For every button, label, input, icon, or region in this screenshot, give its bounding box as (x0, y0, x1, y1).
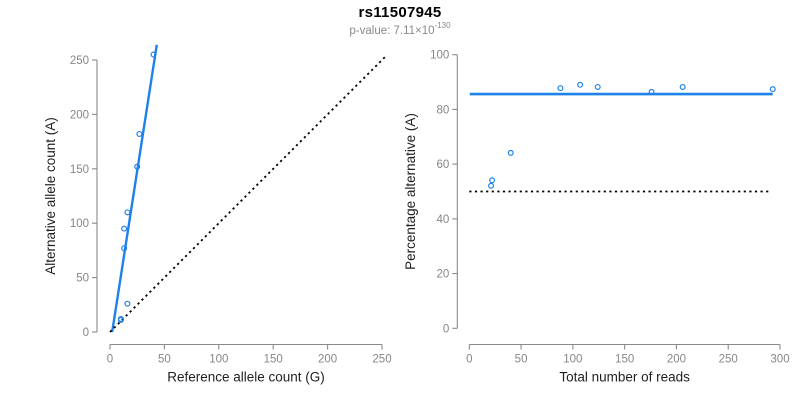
x-tick-label: 200 (318, 354, 337, 366)
identity-line (109, 55, 387, 333)
y-tick-label: 0 (443, 323, 449, 335)
x-tick-label: 200 (667, 354, 686, 366)
x-tick-label: 150 (264, 354, 283, 366)
x-tick-label: 50 (158, 354, 171, 366)
y-tick-label: 20 (437, 269, 450, 281)
y-tick-label: 60 (437, 159, 450, 171)
data-point (124, 209, 131, 216)
plot-panel-left: 0 50 100 150 200 250 0 50 100 150 200 250 Reference … (43, 44, 392, 385)
data-point (117, 317, 124, 324)
x-tick-label: 150 (615, 354, 634, 366)
data-point (648, 88, 655, 95)
y-tick-label: 200 (70, 109, 89, 121)
fit-line (110, 44, 158, 333)
data-point (488, 182, 495, 189)
x-tick-label: 250 (372, 354, 391, 366)
y-tick-labels: 0 20 40 60 80 100 (430, 50, 449, 336)
data-point (577, 81, 584, 88)
data-point (679, 83, 686, 90)
data-point (121, 245, 128, 252)
x-axis (109, 343, 383, 350)
data-point (557, 85, 564, 92)
x-tick-labels: 0 50 100 150 200 250 (107, 354, 392, 366)
data-point (507, 149, 514, 156)
data-point (124, 300, 131, 307)
x-axis-title: Reference allele count (G) (167, 370, 325, 385)
y-axis-title: Alternative allele count (A) (43, 117, 58, 275)
y-tick-label: 50 (76, 273, 89, 285)
data-point (594, 83, 601, 90)
y-tick-label: 40 (437, 214, 450, 226)
data-points (488, 81, 776, 189)
x-tick-label: 100 (563, 354, 582, 366)
x-tick-label: 250 (719, 354, 738, 366)
y-tick-label: 80 (437, 104, 450, 116)
y-axis (452, 54, 458, 329)
x-tick-label: 0 (466, 354, 472, 366)
y-tick-label: 100 (430, 50, 449, 62)
data-point (121, 225, 128, 232)
data-point (150, 51, 157, 58)
x-tick-label: 0 (107, 354, 113, 366)
pvalue-prefix: p-value: (349, 24, 394, 37)
y-axis-title: Percentage alternative (A) (403, 113, 418, 270)
data-point (136, 130, 143, 137)
y-tick-label: 250 (70, 55, 89, 67)
figure-title: rs11507945 (358, 4, 442, 21)
x-tick-label: 300 (770, 354, 789, 366)
data-point (769, 86, 776, 93)
data-point (134, 163, 141, 170)
x-tick-label: 50 (515, 354, 528, 366)
x-axis (468, 343, 781, 350)
plot-panel-right: 0 20 40 60 80 100 0 50 100 150 200 250 300 Total numb… (403, 50, 790, 385)
y-tick-label: 100 (70, 218, 89, 230)
x-tick-labels: 0 50 100 150 200 250 300 (466, 354, 789, 366)
data-points (117, 51, 157, 324)
pvalue-mantissa: 7.11×10 (393, 24, 435, 37)
x-tick-label: 100 (209, 354, 228, 366)
figure-subtitle: p-value: 7.11×10-130 (0, 21, 800, 37)
y-axis (92, 59, 98, 333)
data-point (489, 177, 496, 184)
y-tick-label: 150 (70, 164, 89, 176)
x-axis-title: Total number of reads (559, 370, 690, 385)
y-tick-label: 0 (83, 327, 89, 339)
y-tick-labels: 0 50 100 150 200 250 (70, 55, 89, 339)
pvalue-exponent: -130 (434, 21, 451, 30)
